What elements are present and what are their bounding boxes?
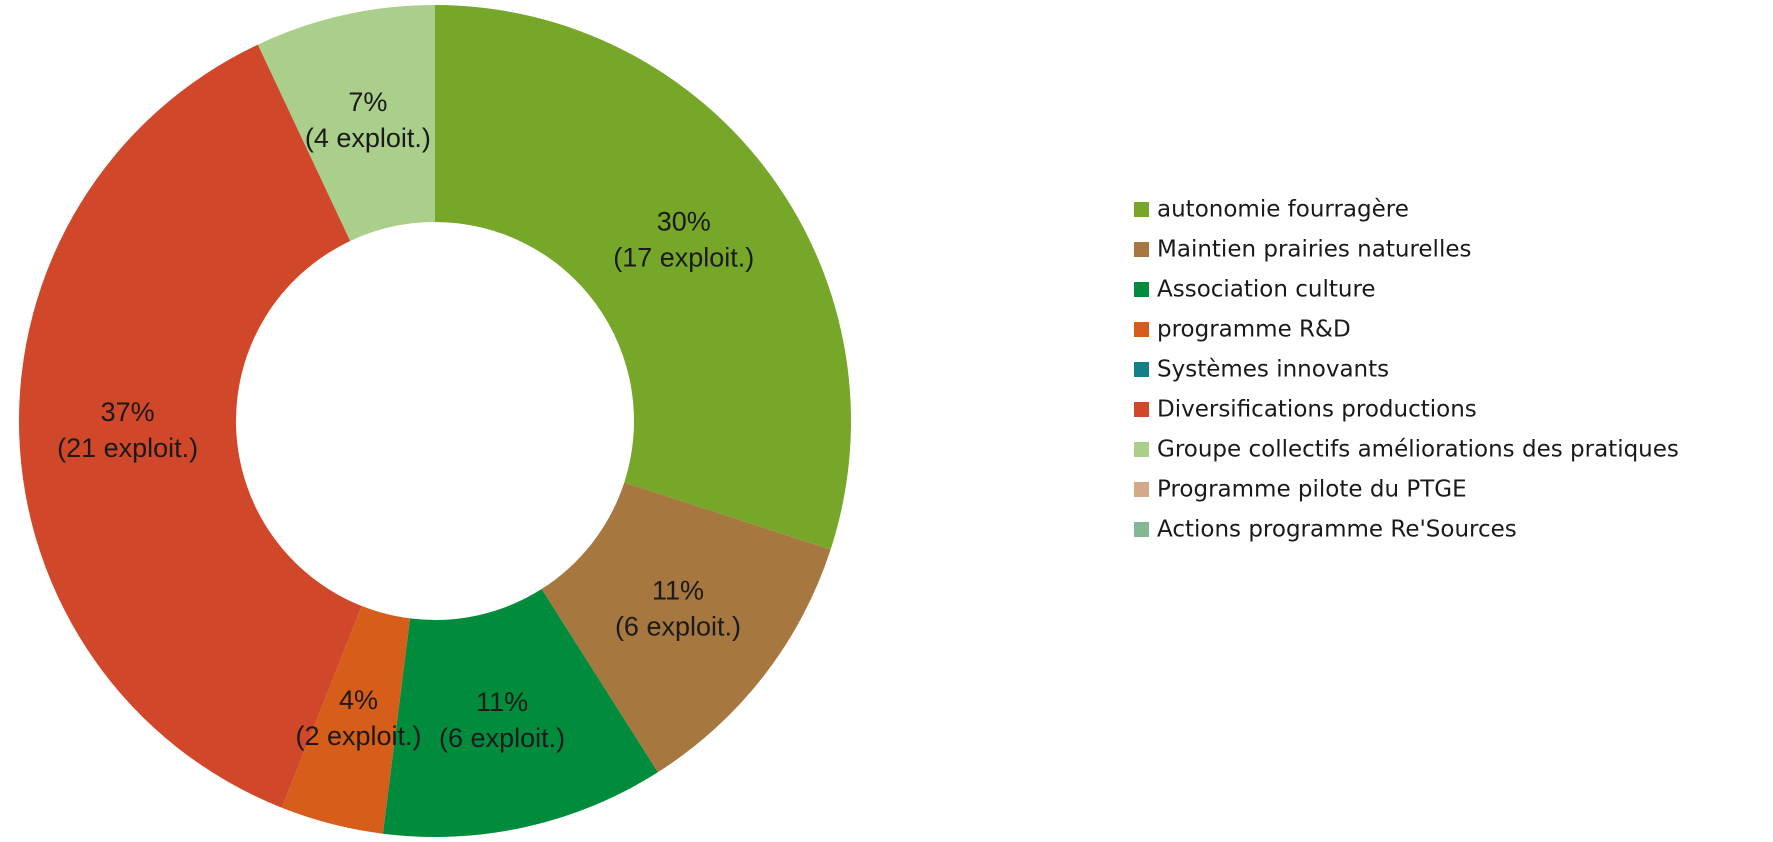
data-label: 7% <box>348 87 387 117</box>
slice <box>382 589 658 837</box>
data-label: 30% <box>657 206 711 236</box>
data-label: 4% <box>339 685 378 715</box>
legend-swatch <box>1134 442 1149 457</box>
legend-label: Association culture <box>1157 277 1376 303</box>
legend-swatch <box>1134 322 1149 337</box>
data-label: (6 exploit.) <box>439 723 565 753</box>
slice <box>435 5 851 550</box>
data-label: 37% <box>101 397 155 427</box>
legend-swatch <box>1134 402 1149 417</box>
legend-label: Systèmes innovants <box>1157 357 1389 383</box>
legend-label: Groupe collectifs améliorations des prat… <box>1157 437 1679 463</box>
legend-label: autonomie fourragère <box>1157 197 1409 223</box>
slice <box>281 606 411 834</box>
data-label: (21 exploit.) <box>57 433 198 463</box>
data-label: (17 exploit.) <box>613 242 754 272</box>
legend-swatch <box>1134 242 1149 257</box>
data-label: (6 exploit.) <box>615 612 741 642</box>
legend-swatch <box>1134 362 1149 377</box>
legend-label: Maintien prairies naturelles <box>1157 237 1471 263</box>
legend-swatch <box>1134 202 1149 217</box>
legend-label: programme R&D <box>1157 317 1351 343</box>
slice <box>257 5 435 241</box>
legend-label: Programme pilote du PTGE <box>1157 477 1467 503</box>
data-label: (4 exploit.) <box>305 123 431 153</box>
data-label: 11% <box>652 576 704 606</box>
data-label: 11% <box>476 687 528 717</box>
legend-label: Diversifications productions <box>1157 397 1477 423</box>
legend-swatch <box>1134 482 1149 497</box>
data-label: (2 exploit.) <box>295 721 421 751</box>
legend-label: Actions programme Re'Sources <box>1157 517 1517 543</box>
legend-swatch <box>1134 282 1149 297</box>
legend-swatch <box>1134 522 1149 537</box>
slice <box>18 44 362 808</box>
slice <box>541 482 831 773</box>
